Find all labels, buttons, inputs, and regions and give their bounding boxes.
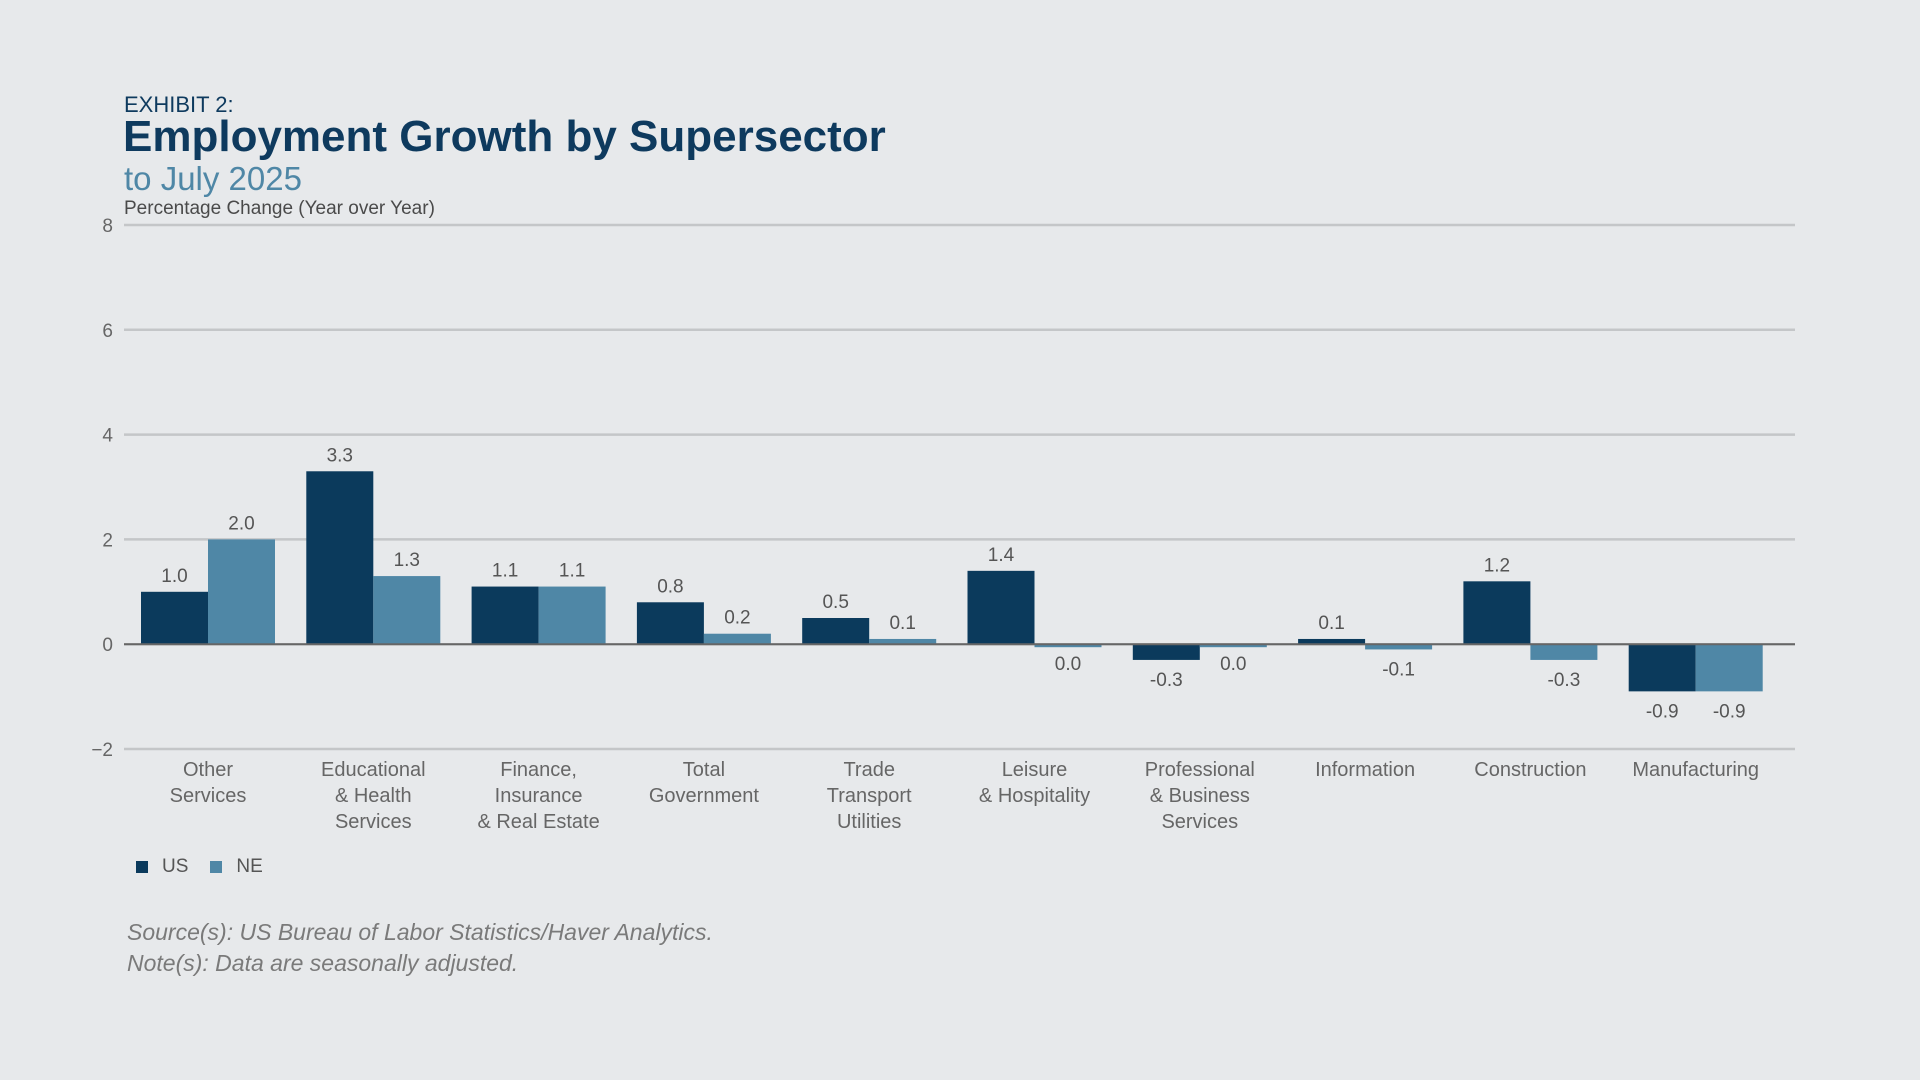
bar-us [802,618,870,645]
bar-ne [869,638,937,645]
x-tick-label: & Health [335,785,412,807]
y-tick-label: 8 [102,216,113,237]
x-tick-label: & Business [1150,785,1250,807]
data-label-us: 1.1 [492,561,518,582]
data-label-ne: 1.3 [394,550,420,571]
x-tick-label: Services [1161,811,1238,833]
x-tick-label: Total [683,759,725,781]
bar-ne [1695,644,1763,692]
data-label-ne: 1.1 [559,561,585,582]
x-tick-label: Trade [843,759,895,781]
bar-us [1628,644,1696,692]
data-label-ne: 0.0 [1055,654,1081,675]
bar-us [1298,638,1366,645]
data-label-ne: -0.9 [1713,701,1746,722]
x-tick-label: Construction [1474,759,1586,781]
bar-us [471,586,539,645]
legend-swatch-us [136,861,148,873]
legend-swatch-ne [210,861,223,873]
bar-us [636,602,704,645]
x-tick-label: Professional [1145,759,1255,781]
bar-us [967,570,1035,645]
x-tick-label: Services [170,785,247,807]
data-label-us: -0.3 [1150,670,1183,691]
x-tick-label: Manufacturing [1632,759,1759,781]
bar-ne [1365,644,1433,650]
bar-us [1132,644,1200,660]
data-label-us: 0.8 [657,576,683,597]
x-tick-label: & Real Estate [477,811,599,833]
x-tick-label: Other [183,759,233,781]
legend-item-ne: NE [210,856,263,878]
legend-item-us: US [136,856,188,878]
data-note: Note(s): Data are seasonally adjusted. [127,950,519,976]
data-label-us: 1.4 [988,545,1015,566]
data-label-us: 3.3 [327,445,353,466]
bar-ne [703,633,771,645]
data-label-us: 1.2 [1484,555,1510,576]
data-label-us: 0.1 [1318,613,1344,634]
bar-ne [1034,644,1102,648]
x-tick-label: Leisure [1002,759,1068,781]
x-tick-label: & Hospitality [979,785,1090,807]
y-tick-label: −2 [91,740,113,761]
chart-subtitle: to July 2025 [124,160,302,197]
source-note: Source(s): US Bureau of Labor Statistics… [127,919,713,945]
x-tick-label: Insurance [495,785,583,807]
data-label-ne: 2.0 [228,513,254,534]
bar-ne [1199,644,1267,648]
chart-title: Employment Growth by Supersector [123,112,886,161]
x-tick-label: Educational [321,759,426,781]
data-label-us: -0.9 [1646,701,1679,722]
y-axis-label: Percentage Change (Year over Year) [124,198,435,219]
x-tick-label: Services [335,811,412,833]
data-label-ne: -0.3 [1548,670,1581,691]
bar-us [306,471,374,645]
y-tick-label: 4 [102,426,113,447]
data-label-ne: -0.1 [1382,659,1415,680]
chart-legend: US NE [136,856,285,878]
y-tick-label: 6 [102,321,113,342]
data-label-us: 1.0 [161,566,187,587]
bar-ne [538,586,606,645]
x-tick-label: Transport [827,785,912,807]
bar-ne [1530,644,1598,660]
data-label-ne: 0.1 [889,613,915,634]
data-label-us: 0.5 [822,592,848,613]
data-label-ne: 0.2 [724,608,750,629]
bar-us [141,591,208,645]
x-tick-label: Government [649,785,759,807]
data-label-ne: 0.0 [1220,654,1246,675]
x-tick-label: Information [1315,759,1415,781]
legend-label-ne: NE [236,856,263,877]
x-tick-label: Finance, [500,759,577,781]
y-tick-label: 2 [102,530,113,551]
exhibit-label: EXHIBIT 2: [124,92,234,117]
bar-ne [208,539,275,645]
legend-label-us: US [162,856,189,877]
y-tick-label: 0 [102,635,113,656]
x-tick-label: Utilities [837,811,901,833]
bar-us [1463,581,1531,645]
bar-ne [373,576,441,645]
